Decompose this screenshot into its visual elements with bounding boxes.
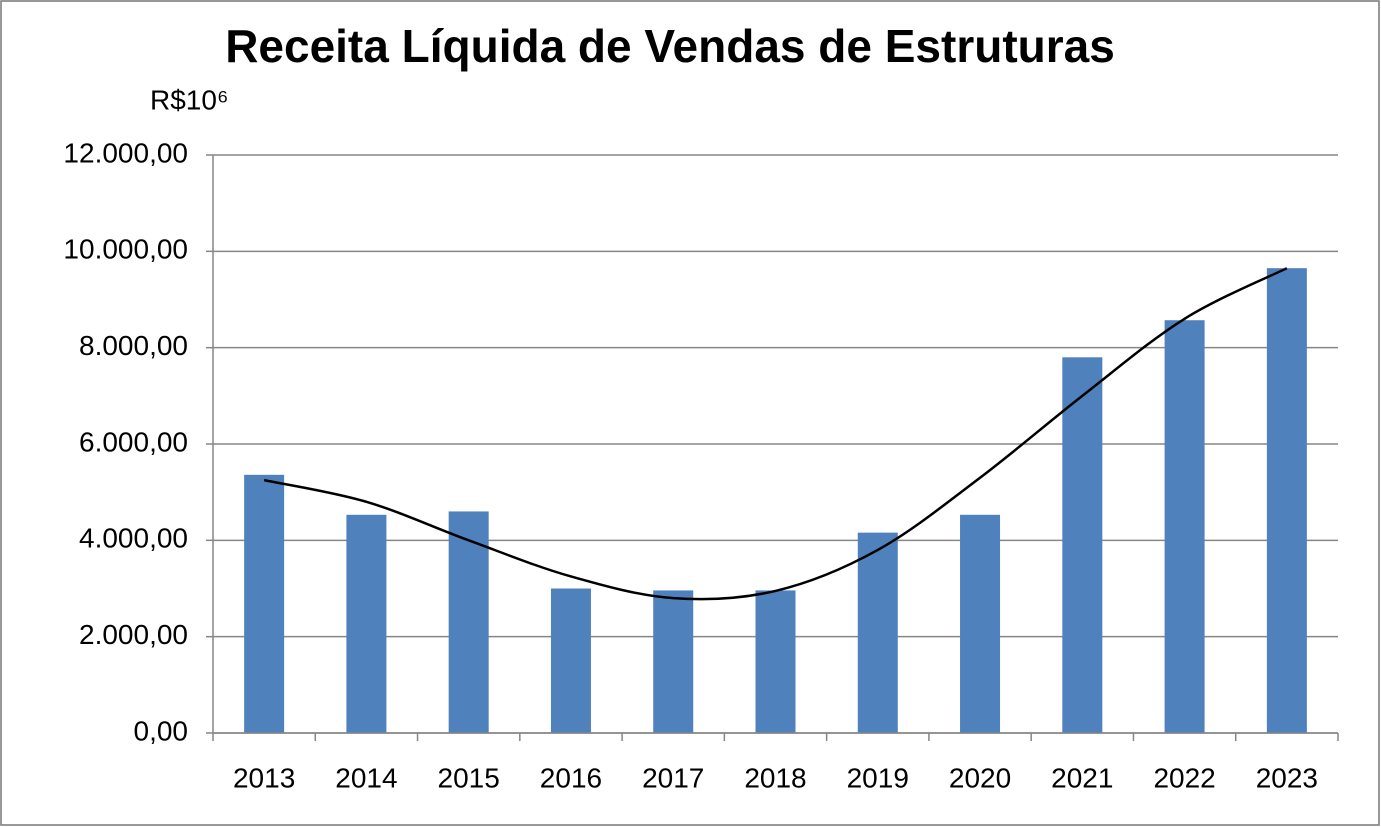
bar (960, 514, 1001, 733)
bar (448, 511, 489, 733)
x-tick-label: 2014 (335, 762, 397, 793)
y-tick-label: 4.000,00 (79, 523, 188, 554)
x-tick-label: 2019 (847, 762, 909, 793)
bar (1266, 268, 1307, 733)
bar (653, 590, 694, 733)
y-tick-label: 8.000,00 (79, 330, 188, 361)
y-tick-label: 2.000,00 (79, 619, 188, 650)
x-tick-label: 2015 (438, 762, 500, 793)
bar (550, 588, 591, 733)
bar (1164, 320, 1205, 733)
bar (755, 590, 796, 733)
bar (1062, 357, 1103, 733)
x-tick-label: 2018 (744, 762, 806, 793)
y-tick-label: 12.000,00 (63, 137, 188, 168)
y-tick-label: 0,00 (134, 715, 189, 746)
x-tick-label: 2013 (233, 762, 295, 793)
unit-label: R$10⁶ (150, 84, 228, 115)
chart-title: Receita Líquida de Vendas de Estruturas (225, 20, 1115, 72)
x-tick-label: 2023 (1256, 762, 1318, 793)
x-tick-label: 2021 (1051, 762, 1113, 793)
y-tick-label: 10.000,00 (63, 234, 188, 265)
trend-line (263, 267, 1288, 601)
bar (346, 514, 387, 733)
x-tick-label: 2017 (642, 762, 704, 793)
bar (244, 474, 285, 733)
x-tick-label: 2016 (540, 762, 602, 793)
bar (857, 532, 898, 733)
x-tick-label: 2020 (949, 762, 1011, 793)
x-tick-label: 2022 (1153, 762, 1215, 793)
y-tick-label: 6.000,00 (79, 426, 188, 457)
